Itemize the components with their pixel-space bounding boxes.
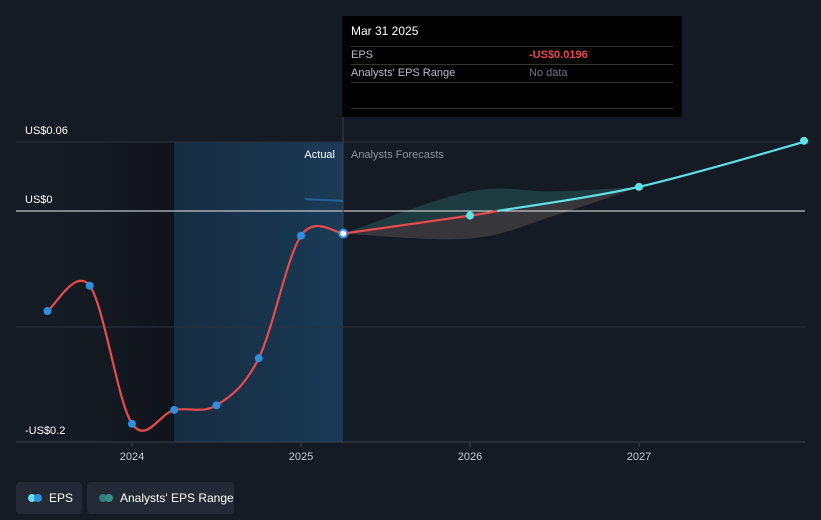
past-shade xyxy=(20,142,174,442)
highlight-flare xyxy=(304,198,344,202)
tooltip-spacer xyxy=(351,83,673,109)
eps-point-actual[interactable] xyxy=(170,405,179,414)
forecast-label: Analysts Forecasts xyxy=(351,149,444,161)
eps-point-actual[interactable] xyxy=(338,228,349,239)
legend-eps[interactable]: EPS xyxy=(16,482,82,514)
tooltip-range-label: Analysts' EPS Range xyxy=(351,67,456,79)
legend-range-label: Analysts' EPS Range xyxy=(120,491,234,505)
x-axis-ticks: 2024 2025 2026 2027 xyxy=(120,442,651,463)
tooltip-date: Mar 31 2025 xyxy=(351,24,673,47)
x-tick-label-2026: 2026 xyxy=(458,451,482,463)
eps-point-forecast[interactable] xyxy=(800,136,808,145)
eps-markers xyxy=(43,136,808,428)
tooltip: Mar 31 2025 EPS -US$0.0196 Analysts' EPS… xyxy=(342,16,682,117)
y-label-bottom: -US$0.2 xyxy=(25,425,65,437)
x-tick-label-2024: 2024 xyxy=(120,451,144,463)
actual-highlight xyxy=(174,142,343,442)
actual-label: Actual xyxy=(304,149,335,161)
tooltip-eps-label: EPS xyxy=(351,49,374,61)
y-label-top: US$0.06 xyxy=(25,125,68,137)
eps-point-actual[interactable] xyxy=(254,354,263,363)
eps-point-forecast[interactable] xyxy=(466,211,474,220)
eps-forecast-line-negative xyxy=(343,209,498,235)
eps-actual-line xyxy=(46,224,344,432)
range-legend-icon xyxy=(99,494,113,502)
x-tick-label-2025: 2025 xyxy=(289,451,313,463)
y-label-zero: US$0 xyxy=(25,194,53,206)
tooltip-range-value: No data xyxy=(529,67,568,79)
eps-point-actual[interactable] xyxy=(85,281,94,290)
eps-point-actual[interactable] xyxy=(128,419,136,428)
x-tick-label-2027: 2027 xyxy=(627,451,651,463)
eps-legend-icon xyxy=(28,494,42,502)
tooltip-eps-value: -US$0.0196 xyxy=(529,49,588,61)
eps-point-actual[interactable] xyxy=(212,401,221,410)
eps-point-actual[interactable] xyxy=(43,307,52,316)
eps-point-forecast[interactable] xyxy=(635,182,643,191)
tooltip-row-range: Analysts' EPS Range No data xyxy=(351,65,673,83)
eps-point-actual[interactable] xyxy=(297,231,305,240)
legend-analyst-range[interactable]: Analysts' EPS Range xyxy=(87,482,234,514)
tooltip-row-eps: EPS -US$0.0196 xyxy=(351,47,673,65)
legend-eps-label: EPS xyxy=(49,491,74,505)
